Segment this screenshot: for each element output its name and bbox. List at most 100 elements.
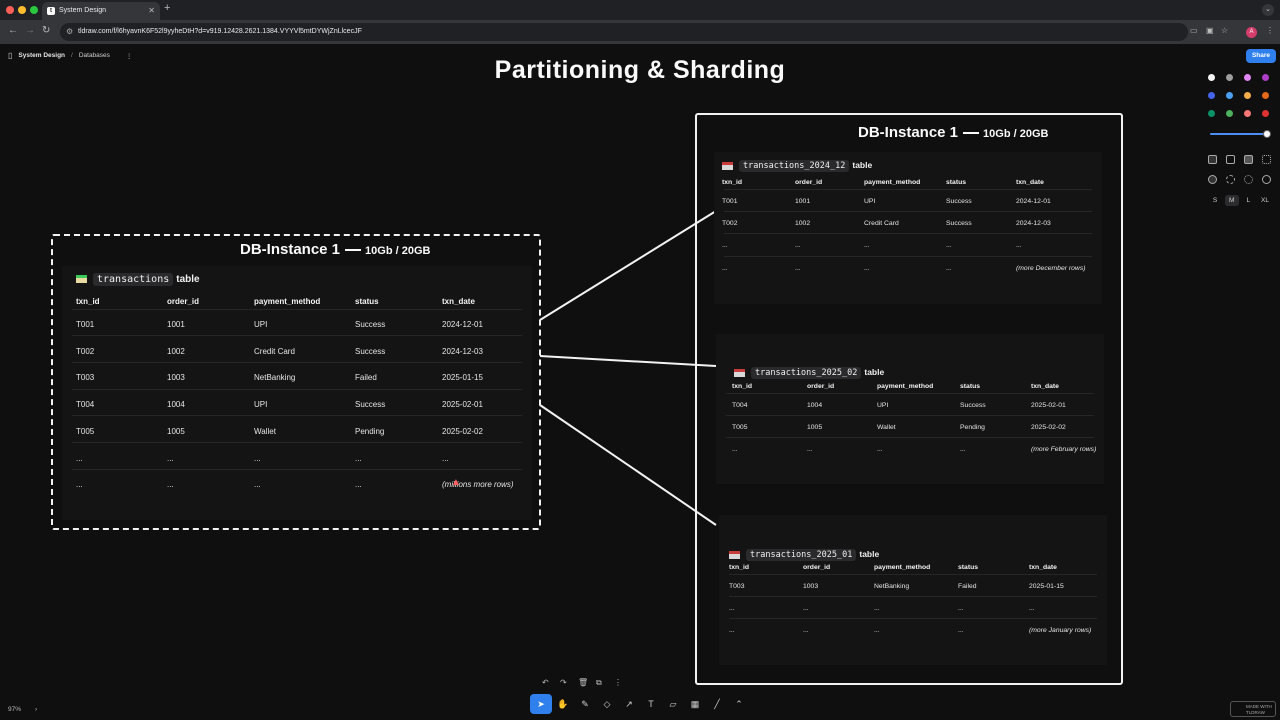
partition-table-2024-12[interactable]: transactions_2024_12 table txn_id order_id p… (714, 152, 1102, 304)
text-icon[interactable]: T (648, 699, 654, 709)
dash-dotted-icon[interactable] (1244, 175, 1253, 184)
breadcrumb-file[interactable]: System Design (18, 52, 66, 59)
row-divider (729, 573, 1097, 575)
table-cell: ... (167, 453, 174, 463)
color-swatch[interactable] (1226, 110, 1233, 117)
dash-solid-icon[interactable] (1262, 175, 1271, 184)
partition-table-2025-02[interactable]: transactions_2025_02 table txn_id order_id p… (716, 334, 1104, 484)
table-cell: 2024-12-03 (442, 346, 483, 356)
line-icon[interactable]: ╱ (714, 699, 720, 709)
browser-menu-icon[interactable]: ⋮ (1266, 26, 1274, 35)
maximize-window-icon[interactable] (30, 6, 38, 14)
more-chevron-icon[interactable]: ⌃ (735, 699, 743, 709)
color-swatch[interactable] (1226, 92, 1233, 99)
table-cell: 1005 (807, 424, 823, 432)
table-cell: UPI (877, 402, 889, 409)
color-swatch[interactable] (1262, 110, 1269, 117)
tab-search-icon[interactable]: ⌄ (1262, 4, 1274, 16)
new-tab-icon[interactable]: + (164, 2, 171, 14)
color-swatch[interactable] (1262, 74, 1269, 81)
note-icon[interactable]: ▱ (669, 699, 677, 709)
row-divider (724, 255, 1092, 257)
dash-draw-icon[interactable] (1208, 175, 1217, 184)
fill-pattern-icon[interactable] (1262, 155, 1271, 164)
install-app-icon[interactable]: ▭ (1190, 26, 1198, 35)
browser-url-bar: ← → ↻ ⚙ tldraw.com/f/l6hyavnK6F52l9yyheD… (0, 20, 1280, 44)
right-db-title[interactable]: DB-Instance 1 10Gb / 20GB (858, 124, 1048, 141)
breadcrumb-page[interactable]: Databases (78, 52, 110, 59)
column-header-txn-date: txn_date (1016, 179, 1044, 186)
mouse-pointer-icon: ▲ (451, 477, 461, 488)
size-option-xl[interactable]: XL (1260, 197, 1269, 204)
hand-icon[interactable]: ✋ (557, 699, 569, 709)
delete-icon[interactable]: 🗑 (578, 678, 589, 687)
canvas-title[interactable]: Partitioning & Sharding (494, 56, 786, 84)
dash-dashed-icon[interactable] (1226, 175, 1235, 184)
size-option-m[interactable]: M (1224, 195, 1239, 206)
partition-table-2025-01[interactable]: transactions_2025_01 table txn_id order_id p… (719, 515, 1107, 665)
draw-icon[interactable]: ✎ (581, 699, 589, 709)
color-swatch[interactable] (1226, 74, 1233, 81)
fill-none-icon[interactable] (1208, 155, 1217, 164)
opacity-slider[interactable] (1210, 130, 1271, 138)
made-with-tldraw-badge[interactable]: MADE WITH TLDRAW (1230, 701, 1276, 717)
connector-to-feb-partition[interactable] (539, 355, 717, 367)
minimize-window-icon[interactable] (18, 6, 26, 14)
breadcrumb: ▯ System Design / Databases ⋮ (8, 51, 132, 60)
table-cell: T005 (732, 424, 748, 432)
expand-navigation-icon[interactable]: › (35, 706, 38, 713)
fill-semi-icon[interactable] (1226, 155, 1235, 164)
page-menu-icon[interactable]: ⋮ (125, 52, 133, 60)
table-cell: T001 (76, 320, 95, 329)
zoom-indicator[interactable]: 97% › (8, 706, 37, 713)
opacity-slider-knob[interactable] (1263, 130, 1271, 138)
duplicate-icon[interactable]: ⧉ (596, 678, 602, 687)
table-cell: (more December rows) (1016, 264, 1086, 272)
table-cell: ... (1029, 605, 1035, 613)
browser-tab[interactable]: t System Design ✕ (42, 2, 160, 20)
eraser-icon[interactable]: ◇ (603, 699, 611, 709)
site-info-icon[interactable]: ⚙ (66, 27, 74, 36)
back-icon[interactable]: ← (8, 25, 18, 36)
table-word: table (176, 274, 200, 285)
column-header-txn-id: txn_id (729, 564, 750, 571)
arrow-icon[interactable]: ↗ (625, 699, 633, 709)
table-cell: 1001 (167, 320, 185, 329)
sidebar-toggle-icon[interactable]: ▯ (8, 51, 13, 60)
left-db-frame[interactable] (51, 234, 541, 530)
connector-to-jan-partition[interactable] (539, 404, 717, 526)
select-icon[interactable]: ➤ (530, 694, 552, 714)
close-tab-icon[interactable]: ✕ (148, 6, 155, 15)
color-swatch[interactable] (1244, 110, 1251, 117)
color-swatch[interactable] (1262, 92, 1269, 99)
redo-icon[interactable]: ↷ (560, 678, 567, 687)
left-db-title[interactable]: DB-Instance 1 10Gb / 20GB (240, 241, 430, 258)
share-button[interactable]: Share (1246, 49, 1276, 63)
address-input[interactable]: ⚙ tldraw.com/f/l6hyavnK6F52l9yyheDtH?d=v… (60, 23, 1188, 41)
size-option-s[interactable]: S (1212, 197, 1218, 204)
color-swatch[interactable] (1208, 92, 1215, 99)
cast-icon[interactable]: ▣ (1206, 26, 1214, 35)
transactions-table[interactable]: transactions table txn_id order_id payment_m… (62, 266, 532, 520)
connector-to-dec-partition[interactable] (539, 210, 717, 321)
color-swatch[interactable] (1208, 110, 1215, 117)
row-divider (726, 392, 1094, 394)
color-swatch[interactable] (1244, 92, 1251, 99)
fill-solid-icon[interactable] (1244, 155, 1253, 164)
bookmark-star-icon[interactable]: ☆ (1221, 26, 1229, 35)
size-option-l[interactable]: L (1246, 197, 1251, 204)
profile-avatar[interactable]: A (1246, 27, 1257, 38)
column-header-payment-method: payment_method (877, 383, 934, 390)
table-cell: ... (1016, 242, 1022, 250)
color-swatch[interactable] (1244, 74, 1251, 81)
right-db-frame[interactable] (695, 113, 1123, 685)
frame-icon[interactable]: ▦ (690, 699, 700, 709)
close-window-icon[interactable] (6, 6, 14, 14)
forward-icon[interactable]: → (25, 25, 35, 36)
undo-icon[interactable]: ↶ (542, 678, 549, 687)
reload-icon[interactable]: ↻ (42, 25, 51, 36)
table-cell: 2025-01-15 (442, 373, 483, 383)
more-actions-icon[interactable]: ⋮ (614, 678, 622, 687)
color-swatch[interactable] (1208, 74, 1215, 81)
